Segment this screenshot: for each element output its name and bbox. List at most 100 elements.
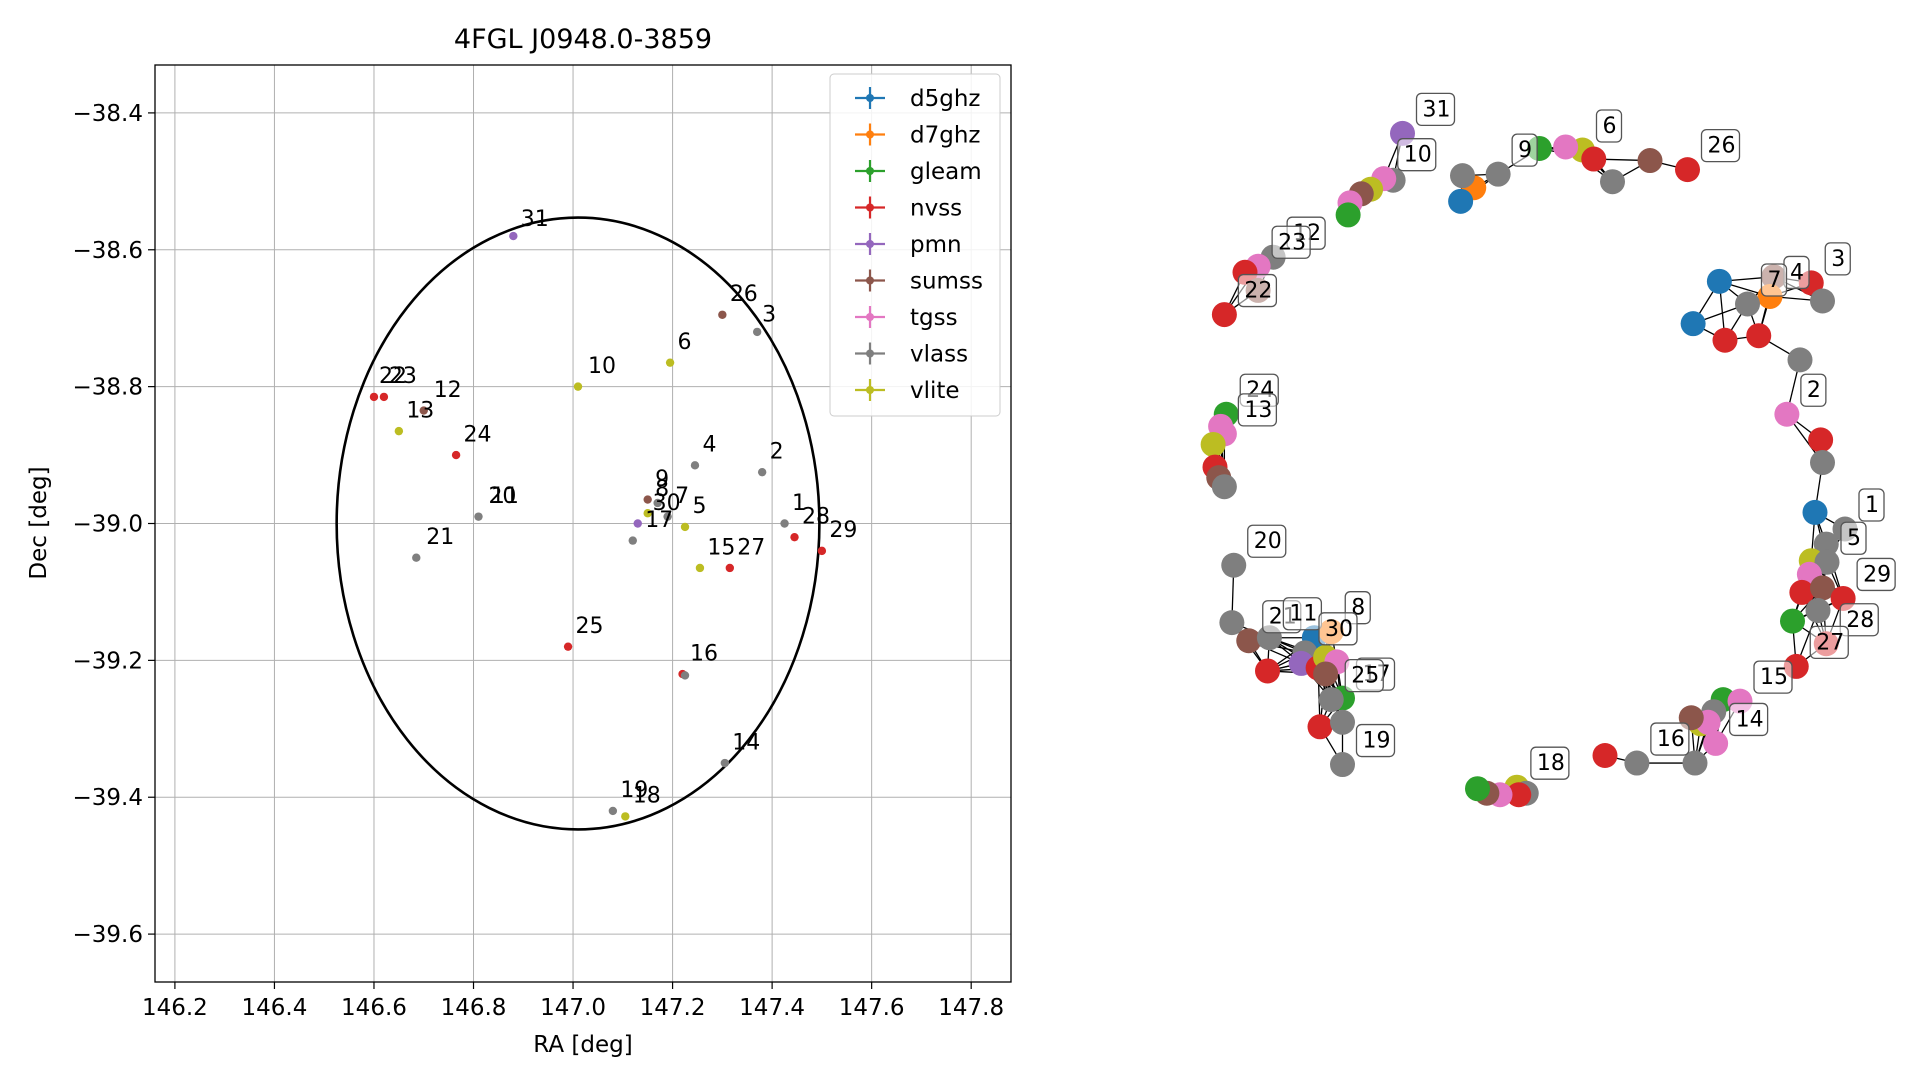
legend-label: d7ghz	[910, 123, 980, 149]
source-point	[563, 642, 573, 651]
network-node	[1255, 658, 1280, 684]
source-point	[643, 509, 652, 518]
network-node	[1553, 134, 1579, 160]
x-tick-label: 147.4	[739, 995, 805, 1021]
x-tick-label: 147.2	[640, 995, 706, 1021]
chart-title: 4FGL J0948.0-3859	[454, 24, 712, 55]
source-label: 14	[732, 730, 760, 755]
node-label-text: 14	[1736, 707, 1764, 732]
node-label-text: 4	[1790, 260, 1804, 285]
source-point	[680, 522, 690, 532]
source-label: 1	[792, 491, 806, 516]
node-label-text: 20	[1254, 529, 1282, 554]
network-node	[1600, 169, 1625, 195]
network-node	[1448, 188, 1474, 214]
node-label-text: 18	[1537, 751, 1565, 776]
node-label-text: 31	[1423, 97, 1451, 122]
node-label-box	[1415, 92, 1456, 127]
x-axis-label: RA [deg]	[533, 1032, 632, 1058]
source-point	[665, 358, 675, 367]
node-label-text: 22	[1244, 279, 1272, 304]
network-node	[1703, 730, 1729, 756]
node-label-text: 9	[1518, 138, 1532, 163]
source-point	[394, 426, 404, 436]
source-label: 12	[434, 378, 462, 403]
legend-marker-dot	[866, 349, 874, 358]
source-point	[653, 498, 662, 508]
source-label: 16	[690, 641, 718, 666]
network-node	[1221, 552, 1247, 578]
network-node	[1211, 302, 1237, 328]
node-label-text: 1	[1865, 493, 1879, 518]
node-label-text: 29	[1863, 562, 1891, 587]
x-tick-label: 147.0	[540, 995, 606, 1021]
source-point	[608, 806, 618, 816]
source-point	[690, 461, 700, 470]
network-node	[1675, 157, 1700, 183]
source-point	[680, 671, 690, 680]
source-point	[817, 546, 827, 556]
legend-box	[829, 73, 1001, 417]
legend-marker-dot	[866, 130, 874, 139]
network-node	[1211, 474, 1237, 500]
network-node	[1810, 575, 1835, 601]
legend-marker-dot	[866, 167, 874, 175]
node-label-text: 16	[1657, 727, 1685, 752]
y-tick-label: −39.6	[73, 922, 143, 948]
source-label: 13	[406, 398, 434, 423]
source-label: 30	[653, 491, 681, 516]
legend-label: gleam	[910, 159, 982, 185]
node-label-text: 11	[1289, 602, 1317, 627]
source-points	[369, 231, 827, 821]
source-label: 29	[829, 518, 857, 543]
x-tick-label: 146.4	[242, 995, 308, 1021]
source-label: 15	[707, 535, 735, 560]
source-point	[757, 467, 767, 477]
source-label: 11	[491, 484, 519, 509]
network-node	[1682, 750, 1708, 776]
y-tick-label: −39.2	[73, 648, 143, 674]
node-label-box	[1650, 722, 1690, 756]
source-point	[628, 536, 637, 545]
network-node	[1810, 288, 1835, 314]
node-label-box	[1824, 242, 1851, 276]
node-label-box	[1595, 109, 1623, 143]
source-point	[720, 758, 730, 768]
network-node	[1814, 549, 1840, 575]
network-node	[1506, 782, 1532, 808]
network-node-labels: 1529282723472669311012232224132021118301…	[1237, 92, 1896, 780]
x-axis-ticks: 146.2 146.4 146.6 146.8 147.0 147.2 147.4 147.6…	[142, 982, 1004, 1021]
uncertainty-ellipse	[335, 216, 821, 831]
node-label-box	[1247, 524, 1287, 558]
source-point	[695, 563, 705, 573]
network-node	[1706, 268, 1732, 294]
node-label-box	[1840, 521, 1867, 555]
source-label: 17	[645, 508, 673, 533]
uncertainty-ellipse-path	[335, 216, 821, 831]
network-node	[1581, 146, 1607, 172]
source-point	[780, 519, 789, 528]
source-label: 5	[692, 494, 706, 519]
node-label-text: 10	[1404, 143, 1432, 168]
node-label-box	[1355, 723, 1396, 758]
source-point	[573, 382, 583, 391]
node-label-text: 27	[1816, 630, 1844, 655]
y-axis-ticks: −38.4 −38.6 −38.8 −39.0 −39.2 −39.4 −39.6	[73, 101, 155, 948]
network-node	[1805, 598, 1831, 624]
network-node	[1313, 661, 1339, 687]
node-label-text: 7	[1768, 268, 1782, 293]
source-label: 31	[521, 207, 549, 232]
network-node	[1307, 714, 1333, 740]
network-node	[1330, 752, 1355, 778]
grid	[155, 65, 1011, 982]
network-node	[1810, 450, 1835, 476]
x-tick-label: 147.8	[938, 995, 1004, 1021]
y-tick-label: −38.6	[73, 238, 143, 264]
node-label-text: 19	[1363, 729, 1391, 754]
node-label-box	[1728, 702, 1769, 737]
source-point	[419, 406, 428, 415]
node-label-box	[1809, 625, 1849, 660]
